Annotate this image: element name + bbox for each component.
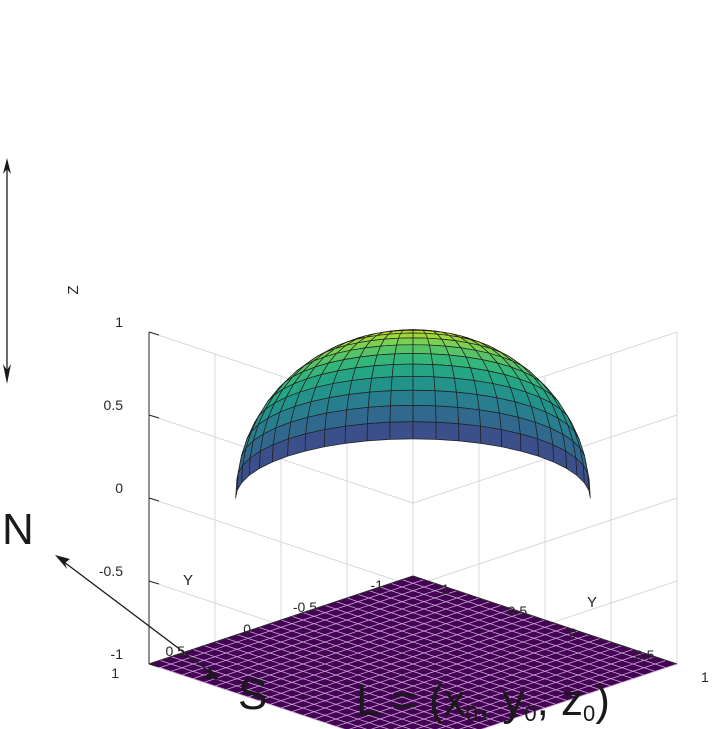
position-formula: L = (x0, y0, z0) bbox=[356, 676, 610, 727]
arrow-south-head bbox=[203, 666, 220, 680]
surface-patch bbox=[398, 332, 414, 339]
surface-patch bbox=[390, 375, 414, 391]
z-tick-mark bbox=[148, 497, 160, 502]
z-tick-mark bbox=[148, 663, 160, 668]
surface-patch bbox=[412, 375, 436, 391]
z-tick-mark bbox=[148, 414, 160, 419]
surface-patch bbox=[394, 344, 414, 355]
surface-patch bbox=[412, 363, 435, 378]
subscript-x: 0 bbox=[465, 701, 478, 726]
arrow-north-head bbox=[55, 555, 70, 569]
y-axis-label-right: Y bbox=[587, 594, 597, 611]
formula-prefix: L = (x bbox=[356, 676, 466, 725]
surface-patch bbox=[458, 423, 482, 444]
surface-patch bbox=[412, 421, 437, 440]
y-right-tick-label: -1 bbox=[437, 581, 450, 597]
grid-line bbox=[412, 497, 678, 587]
surface-patch bbox=[412, 353, 433, 365]
arrow-up-head bbox=[3, 158, 11, 174]
z-tick-mark bbox=[148, 331, 160, 336]
plane-mesh-line bbox=[401, 579, 667, 669]
vertical-arrow bbox=[3, 158, 11, 384]
south-label: S bbox=[238, 670, 268, 719]
surface-patch bbox=[435, 405, 459, 424]
y-axis-line-right bbox=[412, 575, 678, 665]
surface-patch bbox=[432, 364, 455, 379]
subscript-z: 0 bbox=[583, 701, 596, 726]
z-tick-label: 0 bbox=[115, 480, 123, 496]
y-axis-label-left: Y bbox=[183, 572, 193, 589]
plane-mesh-line bbox=[181, 586, 447, 676]
y-left-tick-label: -1 bbox=[371, 577, 384, 593]
plane-fill bbox=[149, 576, 677, 729]
y-right-tick-label: -0.5 bbox=[503, 603, 527, 619]
z-tick-label: -1 bbox=[111, 646, 124, 662]
y-right-tick-label: 1 bbox=[701, 669, 709, 685]
surface-patch bbox=[393, 353, 414, 365]
surface-patch bbox=[412, 332, 428, 339]
surface-patch bbox=[396, 337, 414, 346]
surface-patch bbox=[367, 405, 391, 424]
formula-sep-z: , z bbox=[536, 676, 584, 725]
surface-patch bbox=[371, 364, 394, 379]
grid-line bbox=[148, 497, 414, 587]
surface-patch bbox=[412, 389, 436, 407]
surface-patch bbox=[412, 337, 430, 346]
formula-suffix: ) bbox=[595, 676, 610, 725]
north-label: N bbox=[2, 505, 34, 554]
surface-patch bbox=[412, 344, 432, 355]
surface-patch bbox=[344, 423, 368, 444]
subscript-y: 0 bbox=[524, 701, 537, 726]
surface-patch bbox=[366, 421, 391, 442]
y-left-tick-label: 1 bbox=[111, 665, 119, 681]
surface-patch bbox=[369, 376, 393, 393]
surface-patch bbox=[367, 390, 392, 408]
z-tick-mark bbox=[148, 580, 160, 585]
plane-mesh-line bbox=[368, 590, 634, 680]
y-left-tick-label: 0 bbox=[243, 621, 251, 637]
surface-patch bbox=[346, 391, 371, 411]
surface-patch bbox=[435, 421, 460, 442]
hemisphere-surface bbox=[235, 329, 591, 499]
y-right-tick-label: 0.5 bbox=[635, 647, 655, 663]
tick-labels: -1 -0.5 0 0.5 1 -1 -0.5 0 0.5 1 -1 -0.5 0 0.5 1 bbox=[99, 314, 709, 685]
surface-patch bbox=[430, 353, 453, 367]
surface-patch bbox=[391, 363, 414, 378]
surface-patch bbox=[457, 406, 481, 427]
surface-patch bbox=[390, 389, 414, 407]
z-tick-label: -0.5 bbox=[99, 563, 123, 579]
surface-patch bbox=[451, 365, 475, 381]
formula-sep-y: , y bbox=[477, 676, 525, 725]
y-left-tick-label: 0.5 bbox=[166, 643, 186, 659]
surface-patch bbox=[412, 404, 437, 423]
plane-mesh-line bbox=[379, 586, 645, 676]
y-right-tick-label: 0 bbox=[569, 625, 577, 641]
north-south-arrow bbox=[55, 555, 220, 680]
y-axis-line-left bbox=[148, 575, 414, 665]
z-axis-label: Z bbox=[65, 285, 82, 294]
y-left-tick-label: -0.5 bbox=[293, 599, 317, 615]
base-plane bbox=[148, 575, 678, 729]
plane-mesh-line bbox=[159, 579, 425, 669]
surface-patch bbox=[433, 376, 457, 393]
plane-mesh-line bbox=[390, 582, 656, 672]
arrow-down-head bbox=[3, 364, 11, 384]
surface-patch bbox=[373, 353, 396, 367]
plane-mesh-line bbox=[170, 582, 436, 672]
surface-patch bbox=[351, 365, 375, 381]
z-tick-label: 1 bbox=[115, 314, 123, 330]
surface-patch bbox=[389, 421, 414, 440]
surface-patch bbox=[455, 391, 480, 411]
surface-patch bbox=[389, 404, 414, 423]
surface-patch bbox=[345, 406, 369, 427]
z-tick-label: 0.5 bbox=[104, 397, 124, 413]
surface-patch bbox=[429, 344, 450, 356]
surface-patch bbox=[434, 390, 459, 408]
surface-patch bbox=[376, 344, 397, 356]
